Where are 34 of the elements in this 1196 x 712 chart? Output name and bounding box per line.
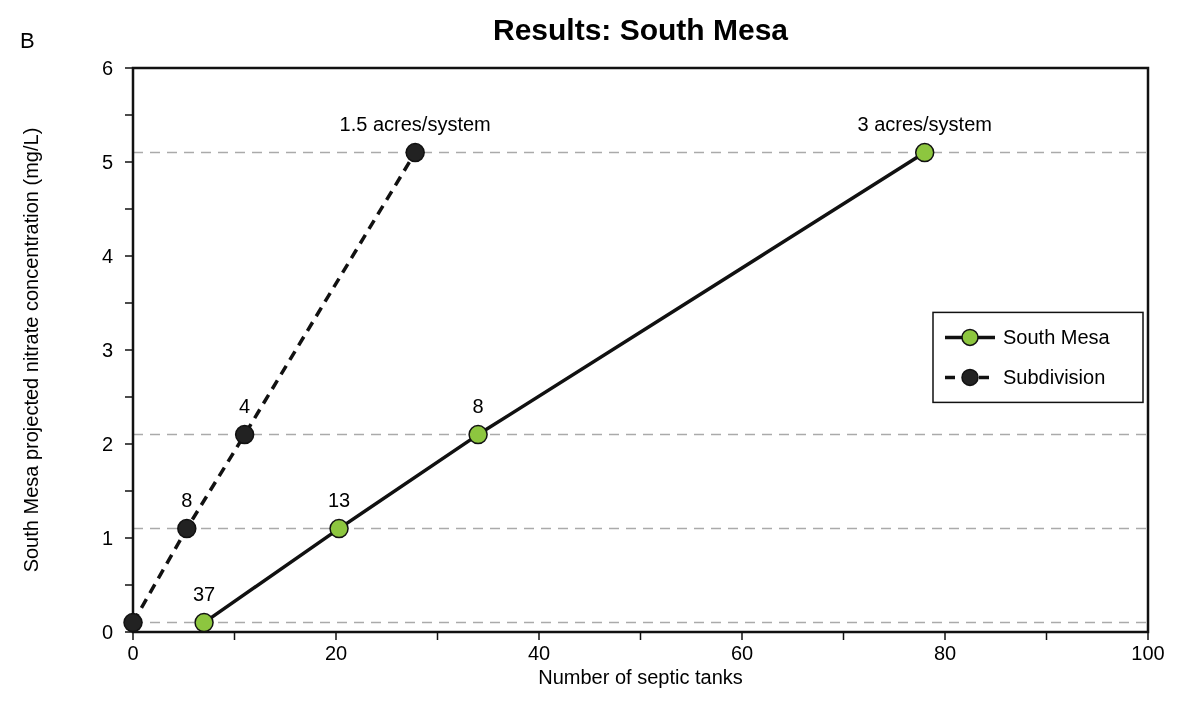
x-tick-label: 20	[324, 642, 348, 664]
annotation: 4	[239, 394, 251, 417]
y-tick-label: 6	[101, 57, 113, 79]
chart-title: Results: South Mesa	[492, 13, 789, 46]
y-tick-label: 2	[101, 433, 113, 455]
text: B	[20, 28, 35, 53]
point	[405, 142, 425, 163]
x-tick-label: 80	[933, 642, 957, 664]
annotation: 3 acres/system	[857, 112, 992, 135]
annotation: 8	[181, 488, 193, 511]
point	[914, 142, 935, 163]
x-tick-label: 0	[127, 642, 139, 664]
y-tick-label: 5	[101, 151, 113, 173]
x-axis-title: Number of septic tanks	[538, 666, 743, 688]
point	[194, 612, 214, 633]
y-tick-label: 1	[101, 527, 113, 549]
point	[468, 424, 488, 445]
legend-label: South Mesa	[1003, 326, 1111, 349]
point	[329, 518, 349, 539]
annotation: 37	[192, 582, 216, 605]
legend-label: Subdivision	[1003, 366, 1106, 389]
y-tick-label: 4	[101, 245, 113, 267]
annotation: 1.5 acres/system	[339, 112, 491, 135]
point	[234, 424, 255, 445]
point	[177, 518, 197, 539]
x-tick-label: 100	[1131, 642, 1165, 664]
x-tick-label: 60	[730, 642, 754, 664]
annotation: 13	[327, 488, 351, 511]
point	[123, 612, 143, 633]
y-axis-title: South Mesa projected nitrate concentration (mg/L)	[20, 127, 42, 573]
y-tick-label: 0	[101, 621, 113, 643]
annotation: 8	[472, 394, 484, 417]
x-tick-label: 40	[527, 642, 551, 664]
y-tick-label: 3	[101, 339, 113, 361]
